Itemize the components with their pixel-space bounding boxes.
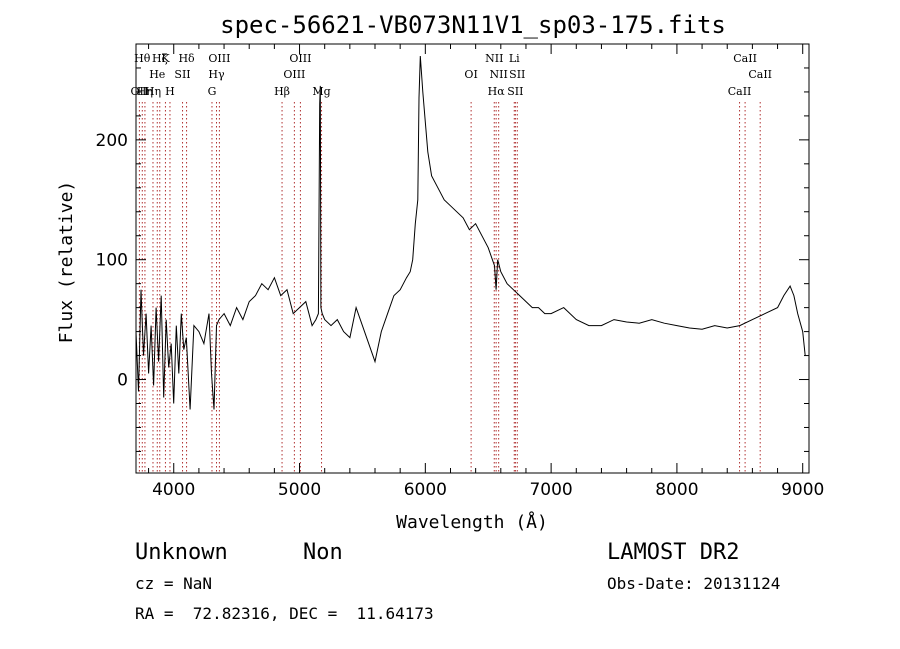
observation-date: Obs-Date: 20131124 (607, 574, 781, 593)
spectral-line-label: OIII (289, 52, 311, 65)
spectral-line-label: CaII (748, 68, 772, 81)
x-tick-label: 5000 (278, 480, 321, 500)
spectral-line-label: K (161, 52, 170, 65)
spectral-line-label: NII (485, 52, 503, 65)
x-tick-label: 7000 (529, 480, 572, 500)
spectral-line-label: Hη (145, 85, 161, 98)
chart-title: spec-56621-VB073N11V1_sp03-175.fits (220, 11, 726, 39)
spectral-line-label: Hα (488, 85, 506, 98)
spectral-line-label: Hγ (208, 68, 225, 81)
object-class: Unknown (135, 540, 228, 565)
spectral-line-label: NII (490, 68, 508, 81)
spectral-line-label: SII (174, 68, 190, 81)
spectral-line-label: OIII (208, 52, 230, 65)
spectral-line-label: Li (509, 52, 520, 65)
x-axis-label: Wavelength (Å) (396, 511, 548, 533)
spectral-line-label: Hη (137, 85, 153, 98)
spectral-line-label: Mg (312, 85, 330, 98)
y-tick-label: 100 (96, 251, 128, 271)
spectral-line-label: SII (509, 68, 525, 81)
plot-frame (135, 43, 810, 474)
x-tick-label: 8000 (655, 480, 698, 500)
spectral-line-label: He (149, 68, 165, 81)
object-subclass: Non (303, 540, 343, 565)
x-tick-label: 4000 (152, 480, 195, 500)
spectral-line-label: Hζ (152, 52, 168, 65)
y-tick-label: 200 (96, 131, 128, 151)
spectral-line-label: Hθ (134, 52, 151, 65)
y-axis-label: Flux (relative) (56, 181, 77, 344)
spectral-line-label: G (208, 85, 217, 98)
spectral-line-label: OIII (283, 68, 305, 81)
redshift-cz: cz = NaN (135, 574, 213, 593)
spectral-line-label: OI (464, 68, 477, 81)
spectral-line-label: CaII (728, 85, 752, 98)
spectral-line-label: CaII (733, 52, 757, 65)
coordinates-ra-dec: RA = 72.82316, DEC = 11.64173 (135, 604, 434, 623)
spectral-line-label: H (165, 85, 175, 98)
spectrum-series-line (135, 55, 806, 410)
survey-name: LAMOST DR2 (607, 540, 740, 565)
x-tick-label: 9000 (781, 480, 824, 500)
spectral-line-label: Hβ (274, 85, 290, 98)
x-tick-label: 6000 (404, 480, 447, 500)
spectral-line-label: SII (507, 85, 523, 98)
y-tick-label: 0 (117, 371, 128, 391)
line-markers: OIIHθHηHηHeHζKHSIIHδGHγOIIIHβOIIIOIIIMgO… (131, 52, 772, 473)
x-axis: 4000 5000 6000 7000 8000 9000 (148, 44, 824, 500)
y-axis: 0 100 200 (96, 67, 809, 452)
spectral-line-label: Hδ (178, 52, 195, 65)
